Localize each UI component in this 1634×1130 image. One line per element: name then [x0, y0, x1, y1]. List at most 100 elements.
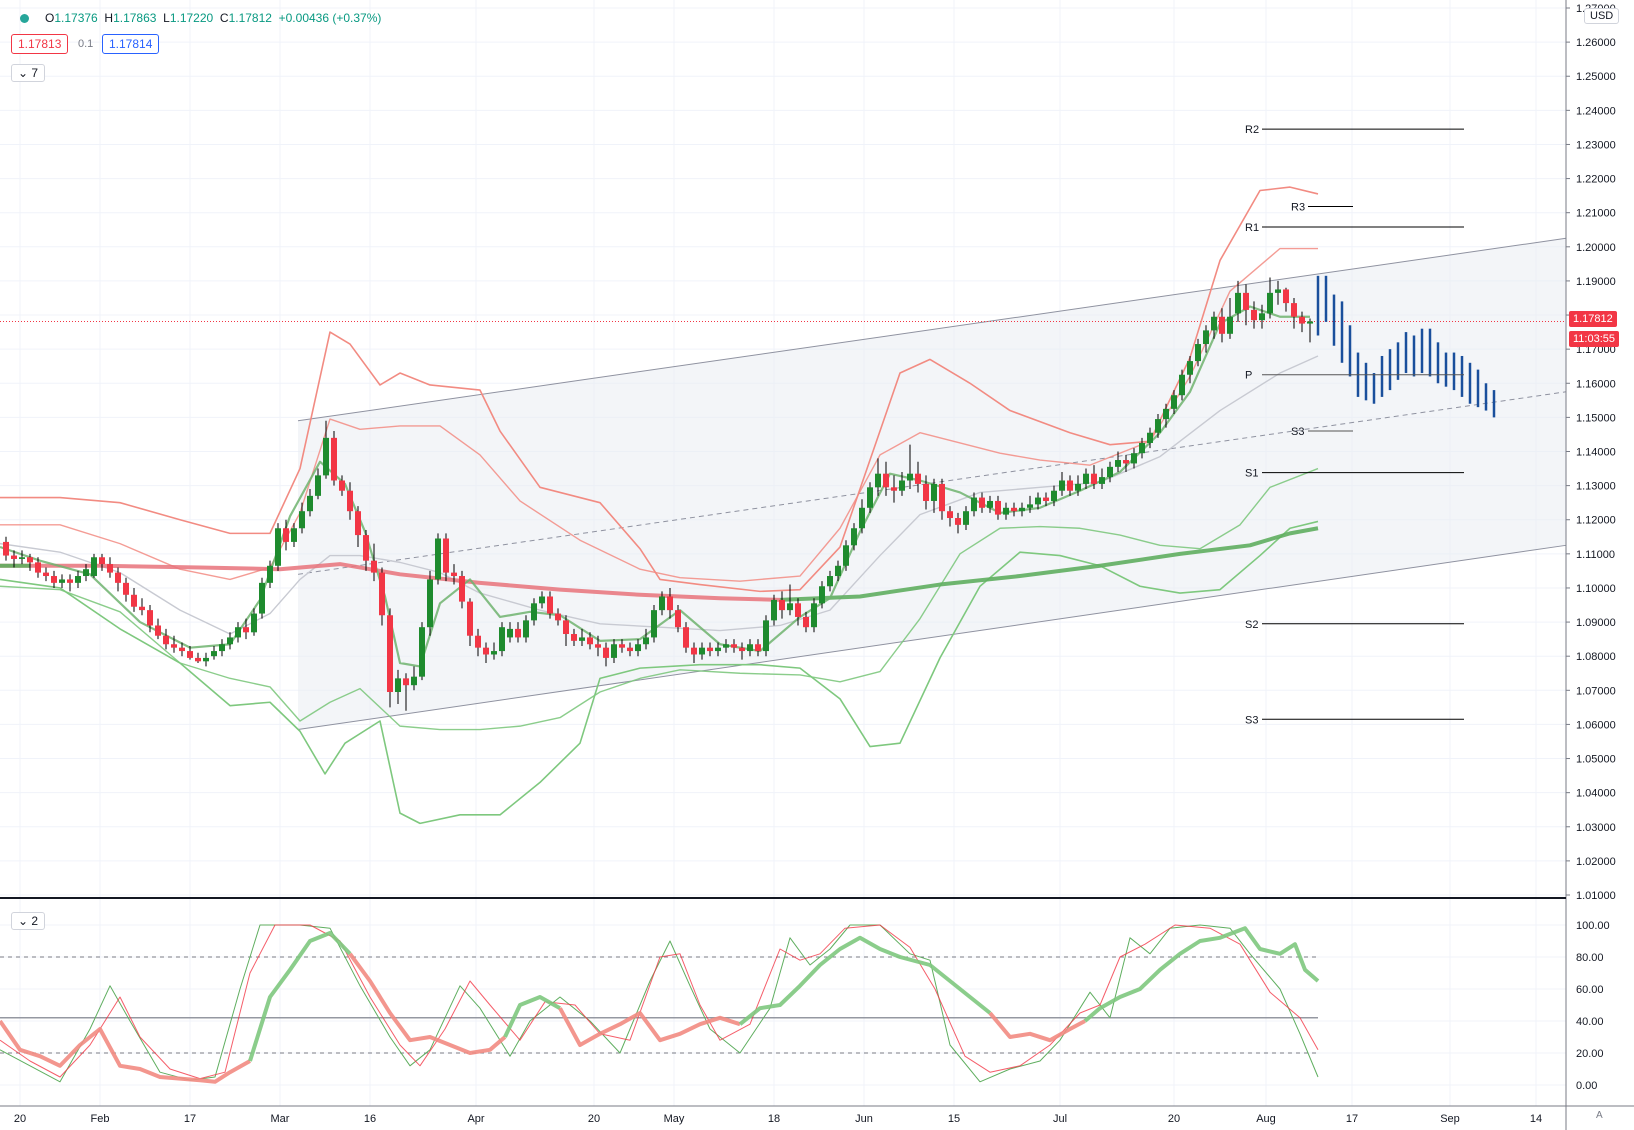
main-pane-collapse-button[interactable]: ⌄ 7 — [11, 64, 46, 82]
candle-down — [179, 647, 185, 652]
candle-up — [987, 500, 993, 508]
high-value: 1.17863 — [113, 11, 157, 25]
price-tick-label: 1.09000 — [1576, 617, 1616, 629]
price-tick-label: 1.01000 — [1576, 890, 1616, 902]
candle-up — [859, 507, 865, 529]
time-tick-label: Sep — [1440, 1113, 1460, 1125]
candle-up — [1275, 289, 1281, 293]
price-tick-label: 1.05000 — [1576, 754, 1616, 766]
long-ma-green — [779, 526, 1319, 602]
candle-down — [1091, 473, 1097, 484]
candle-down — [139, 606, 145, 611]
candle-down — [355, 511, 361, 536]
auto-scale-button[interactable]: A — [1596, 1110, 1603, 1121]
candle-up — [771, 599, 777, 621]
candle-down — [627, 647, 633, 652]
buy-price-button[interactable]: 1.17814 — [102, 34, 160, 54]
status-dot-icon — [20, 14, 29, 24]
candle-down — [195, 657, 201, 662]
time-tick-label: 17 — [184, 1113, 196, 1125]
candle-up — [1059, 480, 1065, 491]
change-value: +0.00436 (+0.37%) — [278, 11, 382, 25]
spread-value: 0.1 — [78, 38, 94, 50]
candle-down — [707, 647, 713, 652]
candle-down — [571, 634, 577, 641]
candle-down — [451, 572, 457, 577]
candle-up — [267, 565, 273, 583]
candle-down — [939, 483, 945, 512]
candle-down — [347, 490, 353, 512]
osc-main-green-4 — [1083, 926, 1320, 1023]
candle-down — [387, 615, 393, 693]
candle-up — [251, 613, 257, 633]
candle-up — [787, 603, 793, 611]
channel-upper-line — [297, 237, 1567, 422]
candle-up — [1035, 497, 1041, 505]
pivot-label: S3 — [1245, 714, 1258, 726]
candle-up — [827, 576, 833, 587]
candle-up — [651, 610, 657, 638]
candle-up — [259, 582, 265, 614]
candle-up — [715, 647, 721, 652]
candle-down — [131, 594, 137, 607]
candle-down — [155, 625, 161, 636]
candle-down — [515, 628, 521, 638]
time-tick-label: Jun — [855, 1113, 873, 1125]
pivot-label: S2 — [1245, 619, 1258, 631]
bollinger-inner-lower — [0, 467, 1319, 731]
candle-down — [1219, 316, 1225, 334]
candle-up — [299, 511, 305, 529]
price-tick-label: 1.16000 — [1576, 378, 1616, 390]
price-tick-label: 1.15000 — [1576, 412, 1616, 424]
candle-down — [1299, 316, 1305, 324]
price-tick-label: 1.10000 — [1576, 583, 1616, 595]
time-tick-label: 15 — [948, 1113, 960, 1125]
time-tick-label: Mar — [271, 1113, 290, 1125]
osc-fast-line — [0, 924, 1319, 1083]
candle-up — [1107, 466, 1113, 478]
price-tick-label: 1.13000 — [1576, 481, 1616, 493]
candle-up — [851, 528, 857, 546]
candle-down — [979, 497, 985, 508]
price-tick-label: 1.12000 — [1576, 515, 1616, 527]
candle-up — [1163, 408, 1169, 420]
candle-up — [1211, 316, 1217, 331]
open-label: O — [45, 11, 55, 25]
candle-up — [1083, 473, 1089, 484]
candle-down — [1067, 480, 1073, 491]
time-tick-label: 20 — [1168, 1113, 1180, 1125]
candle-up — [843, 545, 849, 566]
candle-down — [483, 647, 489, 655]
candle-up — [1227, 316, 1233, 334]
candle-up — [1099, 477, 1105, 484]
time-tick-label: 14 — [1530, 1113, 1542, 1125]
osc-slow-line — [0, 924, 1319, 1080]
price-tick-label: 1.24000 — [1576, 105, 1616, 117]
candle-down — [1243, 292, 1249, 310]
price-tick-label: 1.02000 — [1576, 856, 1616, 868]
oscillator-pane-collapse-button[interactable]: ⌄ 2 — [11, 912, 46, 930]
candle-down — [187, 651, 193, 658]
candle-down — [35, 562, 41, 573]
candle-up — [307, 495, 313, 512]
time-tick-label: 16 — [364, 1113, 376, 1125]
osc-tick-label: 20.00 — [1576, 1048, 1604, 1060]
bollinger-outer-lower — [0, 520, 1319, 825]
price-tick-label: 1.17000 — [1576, 344, 1616, 356]
candle-up — [491, 651, 497, 655]
candle-down — [891, 487, 897, 491]
candle-up — [643, 637, 649, 645]
price-tick-label: 1.26000 — [1576, 37, 1616, 49]
currency-label[interactable]: USD — [1584, 8, 1620, 24]
candle-down — [379, 572, 385, 616]
candle-down — [67, 579, 73, 583]
bollinger-outer-upper — [0, 186, 1319, 593]
price-tick-label: 1.11000 — [1576, 549, 1615, 561]
main-pane-indicator-count: 7 — [31, 66, 39, 80]
candle-up — [1051, 490, 1057, 501]
sell-price-button[interactable]: 1.17813 — [11, 34, 69, 54]
candle-up — [1235, 292, 1241, 314]
candle-down — [363, 535, 369, 561]
